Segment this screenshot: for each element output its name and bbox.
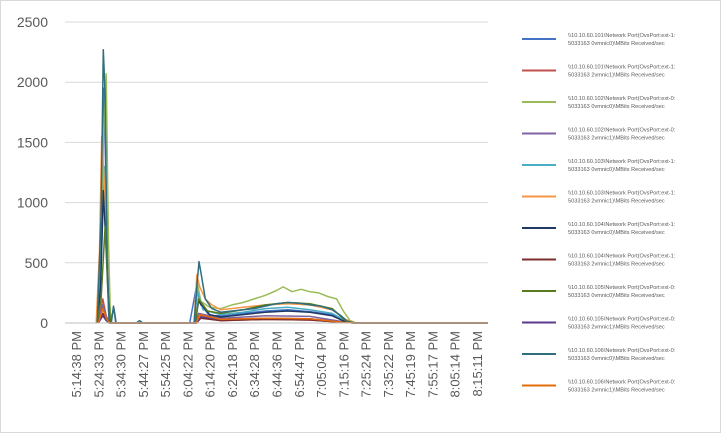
x-tick-label: 6:54:47 PM [292,331,307,398]
series-line [96,165,488,324]
x-tick-label: 7:05:04 PM [314,331,329,398]
legend-entry: \\10.10.60.103\Network Port(OvsPort:ext-… [568,191,676,205]
legend-entry: \\10.10.60.102\Network Port(OvsPort:ext-… [568,128,676,142]
series-lines [95,48,488,324]
legend-entry: \\10.10.60.106\Network Port(OvsPort:ext-… [568,348,676,362]
y-tick-label: 2000 [17,74,48,90]
x-tick-label: 7:35:22 PM [381,331,396,398]
y-tick-label: 1000 [17,195,48,211]
x-tick-label: 5:24:33 PM [91,331,106,398]
series-line [96,73,488,324]
legend-entry: \\10.10.60.101\Network Port(OvsPort:ext-… [568,65,676,79]
legend-entry: \\10.10.60.105\Network Port(OvsPort:ext-… [568,317,676,331]
legend-entry: \\10.10.60.106\Network Port(OvsPort:ext-… [568,380,676,394]
legend-entry: \\10.10.60.104\Network Port(OvsPort:ext-… [568,254,676,268]
x-tick-label: 5:54:25 PM [158,331,173,398]
series-line [96,87,488,324]
x-tick-label: 6:24:18 PM [225,331,240,398]
x-axis-ticks: 5:14:38 PM 5:24:33 PM 5:34:30 PM 5:44:27 PM… [69,331,485,398]
x-tick-label: 7:25:24 PM [359,331,374,398]
x-tick-label: 7:45:19 PM [403,331,418,398]
x-tick-label: 6:34:28 PM [247,331,262,398]
series-line [96,48,488,324]
x-tick-label: 8:15:11 PM [470,331,485,397]
legend-entry: \\10.10.60.105\Network Port(OvsPort:ext-… [568,285,676,299]
x-tick-label: 5:34:30 PM [114,331,129,398]
legend-entry: \\10.10.60.101\Network Port(OvsPort:ext-… [568,33,676,47]
series-line [95,135,488,324]
x-tick-label: 5:14:38 PM [69,331,84,398]
y-tick-label: 500 [25,255,49,271]
gridlines [65,21,488,264]
x-tick-label: 8:05:14 PM [448,331,463,398]
y-tick-label: 0 [40,315,48,331]
x-tick-label: 6:44:36 PM [270,331,285,398]
x-tick-label: 7:15:16 PM [336,331,351,398]
y-axis-ticks: 0 500 1000 1500 2000 2500 [17,14,48,331]
y-tick-label: 1500 [17,134,48,150]
legend-entry: \\10.10.60.104\Network Port(OvsPort:ext-… [568,222,676,236]
legend-entry: \\10.10.60.103\Network Port(OvsPort:ext-… [568,159,676,173]
x-tick-label: 6:04:22 PM [180,331,195,398]
x-tick-label: 5:44:27 PM [136,331,151,398]
x-tick-label: 6:14:20 PM [203,331,218,398]
legend-entry: \\10.10.60.102\Network Port(OvsPort:ext-… [568,96,676,110]
x-tick-label: 7:55:17 PM [425,331,440,398]
legend: \\10.10.60.101\Network Port(OvsPort:ext-… [522,33,676,394]
y-tick-label: 2500 [17,14,48,30]
